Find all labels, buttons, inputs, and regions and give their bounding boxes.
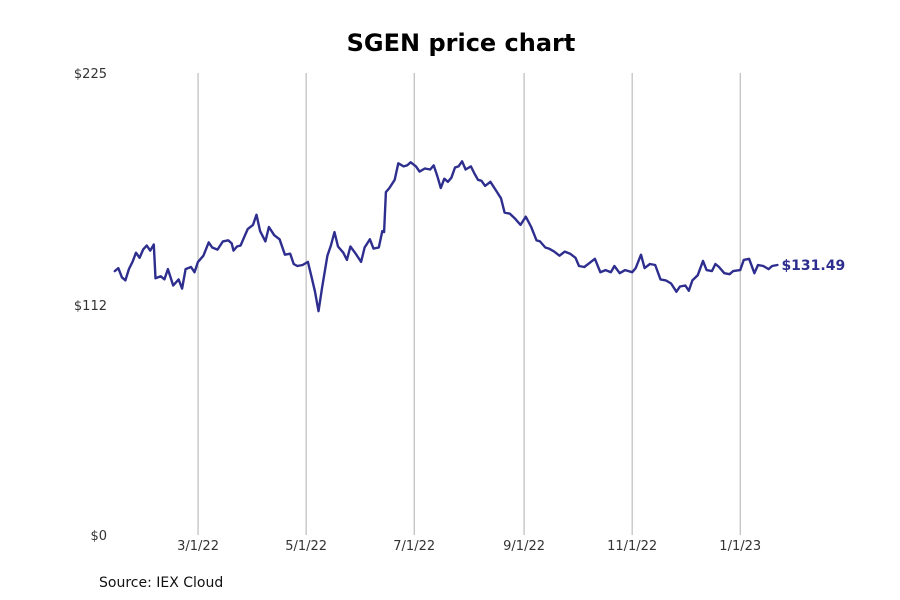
x-axis-ticks: 3/1/22 5/1/22 7/1/22 9/1/22 11/1/22 1/1/23 <box>177 539 761 554</box>
source-note: Source: IEX Cloud <box>99 575 223 591</box>
last-value-label: $131.49 <box>781 258 845 274</box>
price-series-line <box>113 160 779 313</box>
x-tick-label: 7/1/22 <box>393 539 435 554</box>
x-tick-label: 11/1/22 <box>607 539 657 554</box>
series-layer <box>113 160 779 313</box>
chart-title: SGEN price chart <box>347 29 576 57</box>
y-tick-label: $0 <box>90 529 107 544</box>
y-axis-ticks: $0 $112 $225 <box>74 67 107 544</box>
y-tick-label: $112 <box>74 299 107 314</box>
grid-lines <box>197 73 741 535</box>
x-tick-label: 5/1/22 <box>285 539 327 554</box>
x-tick-label: 1/1/23 <box>719 539 761 554</box>
x-tick-label: 3/1/22 <box>177 539 219 554</box>
y-tick-label: $225 <box>74 67 107 82</box>
x-tick-label: 9/1/22 <box>503 539 545 554</box>
